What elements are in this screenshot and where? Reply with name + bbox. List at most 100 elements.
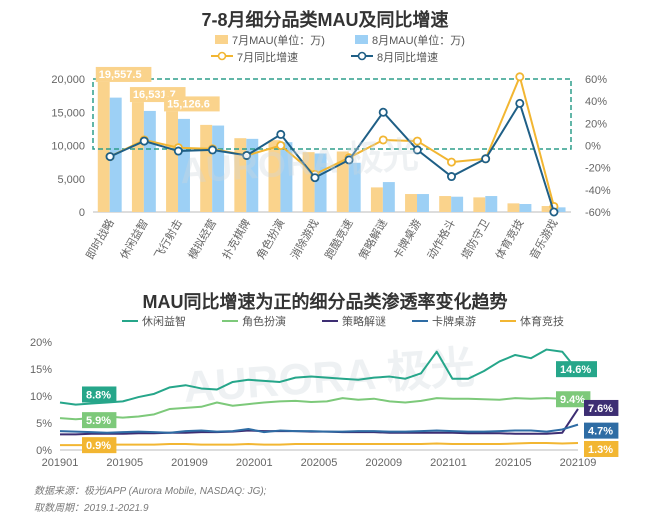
bar xyxy=(246,138,259,212)
series-point xyxy=(344,155,354,165)
series-line xyxy=(59,423,579,434)
x-tick-label: 模拟经营 xyxy=(185,217,219,262)
series-point xyxy=(207,145,217,155)
legend-swatch xyxy=(355,35,368,44)
legend-label: 7月MAU(单位：万) xyxy=(232,33,325,47)
end-label: 9.4% xyxy=(560,394,585,406)
series-line xyxy=(60,441,579,447)
y-tick-label: 10% xyxy=(30,391,52,403)
legend-label: 体育竞技 xyxy=(520,314,564,328)
y-tick-label: 5,000 xyxy=(57,174,85,186)
series-point xyxy=(276,129,286,139)
bar xyxy=(473,197,486,212)
period-note: 取数周期：2019.1-2021.9 xyxy=(34,503,149,514)
series-point xyxy=(173,146,183,156)
y2-tick-label: 40% xyxy=(585,96,607,108)
bar xyxy=(439,196,452,212)
mau-bar-line-chart: 7-8月细分品类MAU及同比增速 7月MAU(单位：万) 8月MAU(单位：万)7… xyxy=(51,9,611,262)
bar xyxy=(451,196,464,212)
penetration-trend-chart: MAU同比增速为正的细分品类渗透率变化趋势 休闲益智 角色扮演 策略解谜 卡牌桌游 体育… xyxy=(30,291,619,469)
bar xyxy=(382,182,395,212)
end-label-box xyxy=(556,391,591,408)
bar xyxy=(268,140,281,212)
bar xyxy=(166,111,179,212)
series-line xyxy=(59,397,579,421)
series-point xyxy=(412,136,422,146)
y2-tick-label: 60% xyxy=(585,74,607,86)
series-point xyxy=(378,107,388,117)
series-point xyxy=(515,98,525,108)
source-note: 数据来源：极光iAPP (Aurora Mobile, NASDAQ: JG); xyxy=(34,486,267,497)
bar xyxy=(280,142,293,212)
y2-tick-label: -40% xyxy=(585,185,611,197)
end-label: 14.6% xyxy=(560,364,591,376)
legend-marker xyxy=(357,51,367,61)
x-tick-label: 201909 xyxy=(171,457,208,469)
start-label-box xyxy=(82,386,117,403)
legend-swatch xyxy=(215,35,228,44)
x-tick-label: 角色扮演 xyxy=(253,217,287,262)
bar xyxy=(200,124,213,212)
x-tick-label: 策略解谜 xyxy=(356,217,390,262)
end-label-box xyxy=(556,361,597,378)
y2-tick-label: -20% xyxy=(585,163,611,175)
x-tick-label: 休闲益智 xyxy=(117,217,151,262)
legend-label: 卡牌桌游 xyxy=(432,314,476,328)
legend-label: 策略解谜 xyxy=(342,314,386,328)
series-line xyxy=(59,348,579,406)
y2-tick-label: -60% xyxy=(585,207,611,219)
y2-tick-label: 0% xyxy=(585,141,601,153)
x-tick-label: 202009 xyxy=(365,457,402,469)
end-label: 1.3% xyxy=(588,444,613,456)
start-label: 0.9% xyxy=(86,440,111,452)
chart2-legend: 休闲益智 角色扮演 策略解谜 卡牌桌游 体育竞技 xyxy=(122,314,564,328)
data-label-box xyxy=(164,96,220,112)
chart2-title: MAU同比增速为正的细分品类渗透率变化趋势 xyxy=(143,291,508,312)
x-tick-label: 扑克棋牌 xyxy=(219,217,253,262)
y-tick-label: 20,000 xyxy=(51,74,85,86)
x-tick-label: 消除游戏 xyxy=(287,217,321,262)
x-tick-label: 202005 xyxy=(301,457,338,469)
chart1-title: 7-8月细分品类MAU及同比增速 xyxy=(201,9,448,30)
y-tick-label: 15,000 xyxy=(51,107,85,119)
x-tick-label: 202101 xyxy=(430,457,467,469)
bar xyxy=(234,138,247,212)
bar xyxy=(178,118,190,212)
x-tick-label: 动作格斗 xyxy=(424,217,458,262)
end-label-box xyxy=(584,422,619,439)
y-tick-label: 0 xyxy=(79,207,85,219)
start-label: 8.8% xyxy=(86,389,111,401)
y-tick-label: 15% xyxy=(30,364,52,376)
series-point xyxy=(515,72,525,82)
series-point xyxy=(310,173,320,183)
x-tick-label: 音乐游戏 xyxy=(526,217,560,262)
bar xyxy=(143,110,156,212)
data-label: 15,126.6 xyxy=(167,98,210,110)
y-tick-label: 20% xyxy=(30,337,52,349)
series-point xyxy=(276,140,286,150)
x-tick-label: 202105 xyxy=(495,457,532,469)
data-label-box xyxy=(95,66,152,82)
series-point xyxy=(446,172,456,182)
x-tick-label: 体育竞技 xyxy=(492,217,526,262)
series-point xyxy=(549,207,559,217)
chart1-lines xyxy=(105,72,559,217)
bar xyxy=(507,203,520,212)
bar xyxy=(302,152,315,212)
bar xyxy=(336,151,349,212)
x-tick-label: 跑酷竞速 xyxy=(322,217,356,262)
x-tick-label: 即时战略 xyxy=(83,217,117,262)
y2-tick-label: 20% xyxy=(585,118,607,130)
x-tick-label: 塔防守卫 xyxy=(458,216,492,261)
series-line xyxy=(109,73,555,207)
series-point xyxy=(446,157,456,167)
bar xyxy=(405,194,418,212)
bar xyxy=(485,196,498,212)
bar xyxy=(348,162,361,212)
bar xyxy=(370,187,383,212)
chart1-legend: 7月MAU(单位：万) 8月MAU(单位：万) 7月同比增速 8月同比增速 xyxy=(211,33,465,64)
x-tick-label: 卡牌桌游 xyxy=(390,217,424,262)
data-label: 19,557.5 xyxy=(99,69,142,81)
y-tick-label: 0% xyxy=(36,445,52,457)
series-point xyxy=(378,135,388,145)
